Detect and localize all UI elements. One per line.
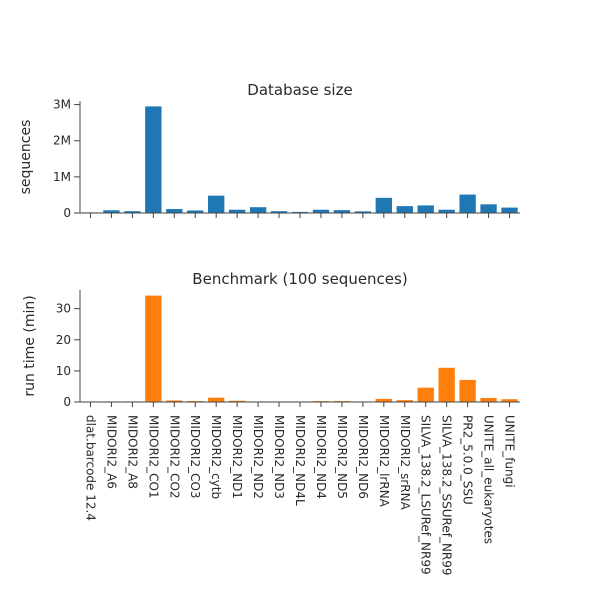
benchmark-bar-midori2-co2 bbox=[166, 400, 183, 402]
benchmark-y-ticks: 0 10 20 30 bbox=[56, 302, 80, 409]
database-size-y-tick-label: 3M bbox=[53, 98, 71, 112]
category-label-midori2-nd2: MIDORI2_ND2 bbox=[251, 415, 265, 499]
benchmark-bar-midori2-cytb bbox=[208, 397, 225, 402]
category-label-midori2-nd4l: MIDORI2_ND4L bbox=[293, 415, 307, 506]
benchmark-bar-unite-fungi bbox=[501, 399, 518, 402]
category-label-midori2-srrna: MIDORI2_srRNA bbox=[398, 415, 412, 511]
category-label-unite-fungi: UNITE_fungi bbox=[503, 415, 517, 488]
category-label-midori2-co1: MIDORI2_CO1 bbox=[146, 415, 160, 499]
benchmark-x-ticks bbox=[89, 402, 511, 407]
database-size-bars bbox=[82, 106, 518, 213]
benchmark-y-axis-title: run time (min) bbox=[22, 295, 38, 396]
database-size-x-ticks bbox=[89, 213, 511, 218]
database-size-bar-pr2-5-0-0-ssu bbox=[459, 194, 476, 213]
database-size-bar-midori2-a6 bbox=[103, 210, 120, 213]
database-size-bar-midori2-nd1 bbox=[228, 209, 246, 213]
database-size-y-tick-label: 2M bbox=[53, 134, 71, 148]
category-label-silva-138-2-lsuref-nr99: SILVA_138.2_LSURef_NR99 bbox=[419, 415, 433, 575]
database-size-y-ticks: 0 1M 2M 3M bbox=[53, 98, 80, 220]
database-size-y-tick-label: 1M bbox=[53, 170, 71, 184]
database-size-bar-midori2-nd4 bbox=[312, 209, 330, 213]
benchmark-bars bbox=[82, 295, 518, 402]
database-size-panel: Database size sequences 0 1M 2M 3M bbox=[18, 81, 520, 220]
benchmark-bar-pr2-5-0-0-ssu bbox=[459, 379, 476, 402]
benchmark-y-tick-label: 10 bbox=[56, 364, 71, 378]
database-size-bar-midori2-nd2 bbox=[249, 207, 267, 213]
benchmark-bar-midori2-lrrna bbox=[375, 398, 392, 402]
database-size-title: Database size bbox=[247, 81, 352, 99]
database-size-bar-silva-138-2-lsuref-nr99 bbox=[417, 205, 434, 213]
benchmark-title: Benchmark (100 sequences) bbox=[192, 270, 407, 288]
category-label-midori2-co2: MIDORI2_CO2 bbox=[167, 415, 181, 499]
category-label-midori2-a6: MIDORI2_A6 bbox=[104, 415, 118, 489]
database-size-bar-midori2-a8 bbox=[124, 211, 141, 213]
category-label-midori2-lrrna: MIDORI2_lrRNA bbox=[377, 415, 391, 508]
benchmark-y-tick-label: 20 bbox=[56, 333, 71, 347]
database-size-bar-midori2-lrrna bbox=[375, 197, 392, 213]
category-label-dlat-barcode-12-4: dlat.barcode 12.4 bbox=[83, 415, 97, 521]
category-label-midori2-nd3: MIDORI2_ND3 bbox=[272, 415, 286, 499]
benchmark-y-tick-label: 30 bbox=[56, 302, 71, 316]
category-label-midori2-nd1: MIDORI2_ND1 bbox=[230, 415, 244, 499]
category-label-midori2-cytb: MIDORI2_cytb bbox=[209, 415, 223, 499]
database-size-bar-silva-138-2-ssuref-nr99 bbox=[438, 209, 455, 213]
database-size-bar-midori2-co2 bbox=[166, 209, 183, 213]
category-label-midori2-nd6: MIDORI2_ND6 bbox=[356, 415, 370, 499]
benchmark-panel: Benchmark (100 sequences) run time (min)… bbox=[22, 270, 520, 576]
benchmark-bar-midori2-srrna bbox=[396, 400, 413, 402]
database-size-bar-midori2-nd3 bbox=[270, 211, 288, 213]
database-size-bar-midori2-cytb bbox=[208, 195, 225, 213]
database-size-y-axis-title: sequences bbox=[18, 120, 34, 195]
database-size-bar-unite-all-eukaryotes bbox=[480, 204, 497, 213]
category-label-midori2-nd5: MIDORI2_ND5 bbox=[335, 415, 349, 499]
category-label-silva-138-2-ssuref-nr99: SILVA_138.2_SSURef_NR99 bbox=[440, 415, 454, 576]
category-label-midori2-nd4: MIDORI2_ND4 bbox=[314, 415, 328, 499]
category-labels: dlat.barcode 12.4 MIDORI2_A6 MIDORI2_A8 MID… bbox=[83, 415, 516, 576]
database-size-bar-unite-fungi bbox=[501, 207, 518, 213]
benchmark-y-tick-label: 0 bbox=[63, 395, 71, 409]
category-label-midori2-a8: MIDORI2_A8 bbox=[125, 415, 139, 489]
database-size-bar-midori2-nd6 bbox=[354, 211, 372, 213]
benchmark-bar-unite-all-eukaryotes bbox=[480, 397, 497, 402]
category-label-unite-all-eukaryotes: UNITE_all_eukaryotes bbox=[482, 415, 496, 544]
benchmark-bar-midori2-nd1 bbox=[228, 400, 246, 402]
benchmark-bar-silva-138-2-lsuref-nr99 bbox=[417, 387, 434, 402]
database-size-bar-midori2-srrna bbox=[396, 206, 413, 213]
benchmark-bar-silva-138-2-ssuref-nr99 bbox=[438, 367, 455, 402]
category-label-pr2-5-0-0-ssu: PR2_5.0.0_SSU bbox=[461, 415, 475, 505]
category-label-midori2-co3: MIDORI2_CO3 bbox=[188, 415, 202, 499]
database-size-y-tick-label: 0 bbox=[63, 206, 71, 220]
database-size-bar-midori2-co1 bbox=[145, 106, 162, 213]
benchmark-bar-midori2-co1 bbox=[145, 295, 162, 402]
database-size-bar-midori2-nd5 bbox=[333, 210, 351, 213]
database-size-bar-midori2-nd4l bbox=[291, 211, 309, 213]
database-size-bar-midori2-co3 bbox=[187, 210, 204, 213]
